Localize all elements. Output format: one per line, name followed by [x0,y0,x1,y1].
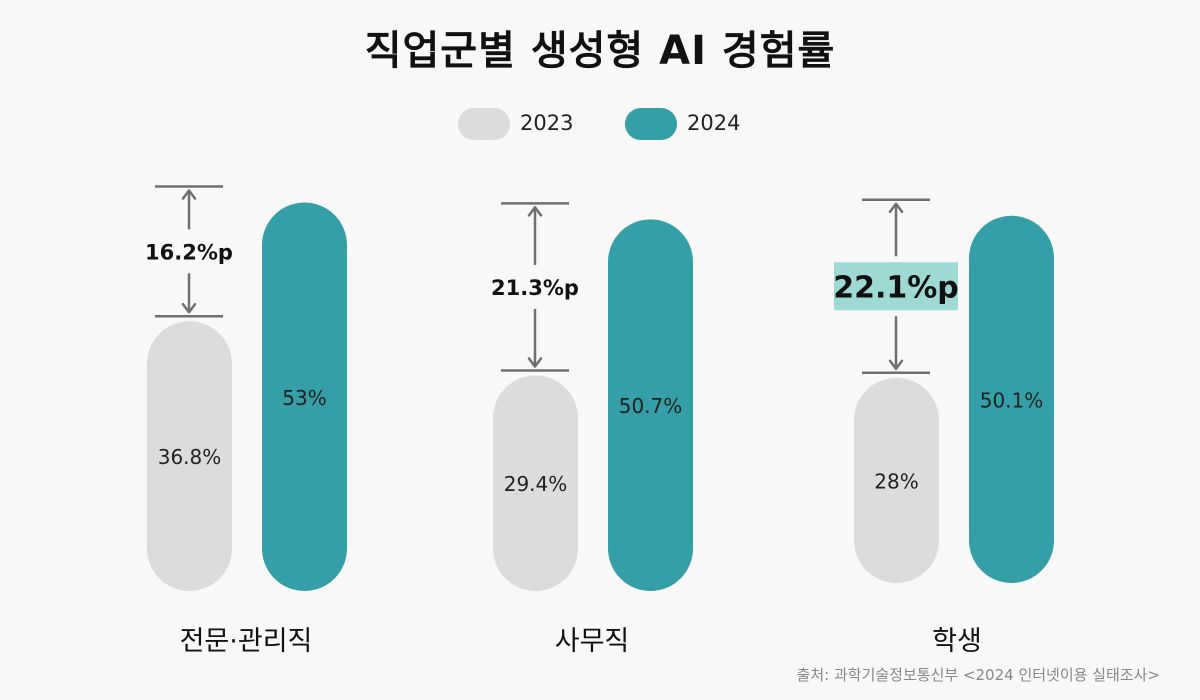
legend-label-2023: 2023 [520,111,574,135]
bar-2024-1 [608,219,693,591]
legend-label-2024: 2024 [687,111,741,135]
arrow-down-head-1 [527,357,543,368]
bar-2023-1 [493,375,578,591]
arrow-up-head-0 [181,189,197,200]
value-label-2023-0: 36.8% [158,445,222,469]
difference-highlight-box-2 [834,262,958,311]
arrow-down-head-0 [181,303,197,314]
value-label-2024-1: 50.7% [619,394,683,418]
arrow-up-head-2 [888,202,904,214]
category-label-2: 학생 [932,626,982,657]
difference-label-2: 22.1%p [833,270,959,305]
arrow-up-head-1 [527,206,543,217]
bar-2023-2 [854,377,939,583]
legend-swatch-2023 [458,108,510,140]
value-label-2024-2: 50.1% [980,388,1044,412]
bar-2023-0 [147,321,232,591]
category-label-0: 전문·관리직 [180,626,313,657]
value-label-2024-0: 53% [282,386,326,410]
category-label-1: 사무직 [555,626,630,657]
difference-label-1: 21.3%p [491,276,579,300]
legend-swatch-2024 [625,108,677,140]
chart-title: 직업군별 생성형 AI 경험률 [364,28,836,74]
legend: 2023 2024 [0,106,1200,142]
arrow-down-head-2 [888,359,904,371]
source-note: 출처: 과학기술정보통신부 <2024 인터넷이용 실태조사> [796,666,1160,684]
value-label-2023-2: 28% [874,469,918,493]
bar-2024-2 [969,215,1054,583]
bar-2024-0 [262,202,347,591]
difference-label-0: 16.2%p [145,240,233,264]
value-label-2023-1: 29.4% [504,472,568,496]
